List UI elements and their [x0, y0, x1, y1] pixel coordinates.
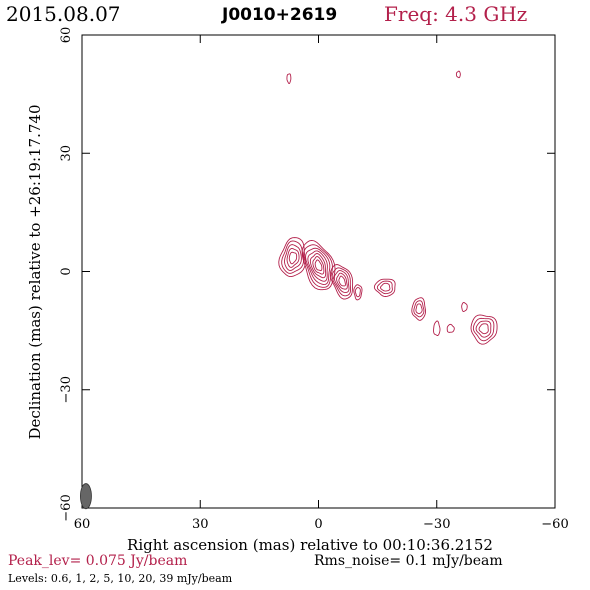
contour-level-1 [470, 314, 498, 345]
x-tick-label: −60 [541, 517, 568, 532]
contour-level-3 [415, 303, 423, 315]
contour-level-5 [288, 251, 298, 265]
x-tick-label: 0 [314, 517, 322, 532]
component-hotspot [470, 314, 498, 345]
contour-level-2 [376, 280, 393, 295]
contour-level-1 [301, 239, 336, 291]
tick-labels: 60 30 0 −30 −60 −60 −30 0 30 60 [59, 27, 569, 532]
contour-level-5 [309, 253, 327, 279]
contour-level-1 [411, 297, 426, 321]
frequency-label: Freq: 4.3 GHz [384, 2, 528, 26]
contour-level-4 [286, 248, 300, 268]
component-noise-2 [455, 70, 461, 79]
y-tick-label: 30 [59, 145, 74, 162]
component-knot-6 [461, 301, 468, 312]
contour-level-1 [433, 320, 441, 336]
y-tick-label: −60 [59, 494, 74, 521]
contour-level-3 [284, 244, 302, 271]
component-core-east-knot [329, 264, 354, 300]
component-core-west-lobe [278, 237, 306, 277]
component-knot-4 [433, 320, 441, 336]
contour-levels: Levels: 0.6, 1, 2, 5, 10, 20, 39 mJy/bea… [8, 572, 233, 585]
beam-ellipse-group [80, 483, 92, 510]
contour-level-1 [353, 284, 363, 301]
component-knot-1 [353, 284, 363, 301]
component-knot-3 [411, 297, 426, 321]
axis-ticks [81, 34, 556, 509]
contour-level-1 [286, 73, 292, 84]
contour-level-6 [312, 256, 325, 275]
peak-level: Peak_lev= 0.075 Jy/beam [8, 553, 188, 569]
y-axis-label: Declination (mas) relative to +26:19:17.… [26, 104, 44, 439]
contour-level-3 [333, 270, 350, 293]
contour-level-4 [307, 250, 328, 282]
y-tick-label: 60 [59, 27, 74, 44]
contour-level-3 [475, 320, 492, 338]
observation-date: 2015.08.07 [6, 2, 121, 26]
contour-level-2 [303, 244, 333, 288]
contour-level-1 [278, 237, 306, 277]
contour-level-1 [329, 264, 354, 300]
contour-level-7 [314, 259, 323, 272]
contour-level-1 [446, 323, 455, 333]
x-tick-label: 60 [74, 517, 91, 532]
contour-level-2 [354, 287, 361, 298]
contour-level-4 [478, 323, 489, 335]
contour-level-1 [373, 278, 396, 297]
contour-level-2 [472, 317, 495, 342]
component-knot-2 [373, 278, 396, 297]
rms-noise: Rms_noise= 0.1 mJy/beam [314, 553, 503, 569]
contour-group [278, 70, 498, 345]
x-tick-label: 30 [192, 517, 209, 532]
contour-level-3 [380, 282, 391, 292]
component-core-central [301, 239, 336, 291]
x-tick-label: −30 [423, 517, 450, 532]
component-knot-5 [446, 323, 455, 333]
x-axis-label: Right ascension (mas) relative to 00:10:… [127, 536, 493, 554]
y-tick-label: 0 [59, 267, 74, 275]
component-noise-1 [286, 73, 292, 84]
contour-level-2 [281, 240, 304, 274]
contour-level-4 [336, 272, 348, 290]
contour-level-2 [331, 267, 351, 297]
contour-level-1 [455, 70, 461, 79]
source-name: J0010+2619 [222, 5, 338, 25]
contour-level-3 [305, 247, 331, 285]
contour-level-5 [338, 275, 346, 287]
contour-level-2 [413, 300, 425, 318]
restoring-beam [80, 483, 92, 510]
y-tick-label: −30 [59, 376, 74, 403]
contour-level-1 [461, 301, 468, 312]
plot-frame [81, 34, 556, 509]
